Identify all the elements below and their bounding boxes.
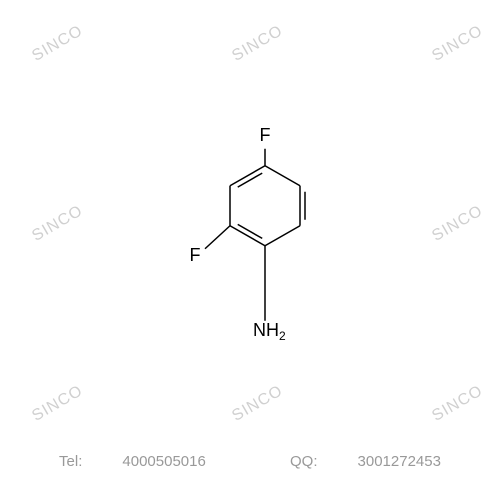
watermark-text: SINCO	[29, 202, 86, 245]
molecule-svg: F F NH2	[170, 121, 330, 351]
atom-label-NH2: NH2	[253, 320, 286, 343]
qq-info: QQ:3001272453	[270, 453, 461, 470]
watermark-text: SINCO	[29, 382, 86, 425]
molecule-diagram: F F NH2	[170, 121, 330, 356]
watermark-text: SINCO	[229, 22, 286, 65]
watermark-text: SINCO	[429, 22, 486, 65]
watermark-text: SINCO	[229, 382, 286, 425]
watermark-text: SINCO	[29, 22, 86, 65]
tel-info: Tel:4000505016	[39, 453, 226, 470]
watermark-text: SINCO	[429, 202, 486, 245]
watermark-text: SINCO	[429, 382, 486, 425]
atom-label-F2: F	[190, 245, 201, 265]
footer: Tel:4000505016 QQ:3001272453	[0, 453, 500, 470]
atom-label-F1: F	[260, 125, 271, 145]
